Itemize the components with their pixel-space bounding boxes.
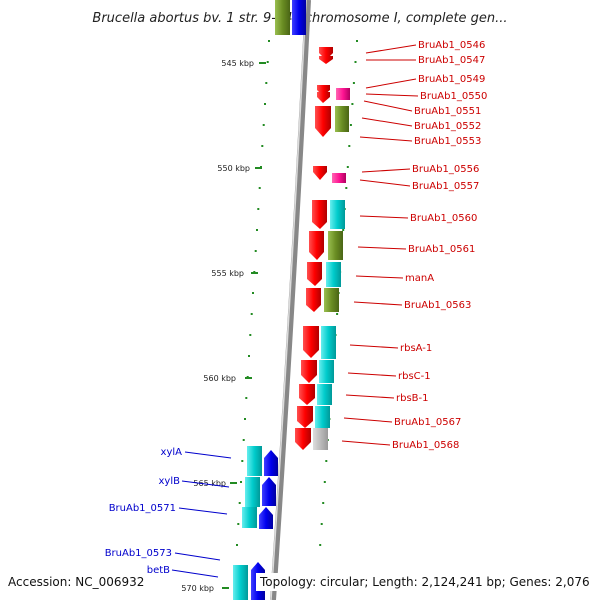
tick-565: 565 kbp [193,479,237,488]
guide-dot [242,439,245,441]
gene-label-0549[interactable]: BruAb1_0549 [418,74,485,85]
guide-dot [323,481,326,483]
gene-0563[interactable] [306,288,339,312]
gene-0560[interactable] [312,200,345,229]
gene-label-rbsA[interactable]: rbsA-1 [400,343,432,354]
guide-dot [325,460,328,462]
tick-label-550: 550 kbp [217,164,250,173]
gene-label-0551[interactable]: BruAb1_0551 [414,106,481,117]
gene-label-0563[interactable]: BruAb1_0563 [404,300,471,311]
guide-dot [257,208,260,210]
leader-lines-right [341,44,419,446]
tick-label-570: 570 kbp [181,584,214,593]
gene-label-0553[interactable]: BruAb1_0553 [414,136,481,147]
guide-dot [268,40,270,42]
gene-label-0571[interactable]: BruAb1_0571 [109,503,176,514]
gene-label-rbsC[interactable]: rbsC-1 [398,371,431,382]
gene-0571[interactable] [242,507,273,529]
guide-dot [241,460,244,462]
genome-backbone [270,0,311,600]
gene-label-xylB[interactable]: xylB [159,476,181,487]
guide-dot [250,313,253,315]
gene-0567[interactable] [297,406,330,428]
guide-dot [320,523,323,525]
gene-label-0557[interactable]: BruAb1_0557 [412,181,479,192]
accession-bg [4,573,130,591]
gene-label-0556[interactable]: BruAb1_0556 [412,164,479,175]
guide-dot [349,124,352,126]
gene-label-0552[interactable]: BruAb1_0552 [414,121,481,132]
gene-top-partial [275,0,306,35]
topology-bg [256,573,594,591]
guide-dot [356,40,358,42]
gene-label-0550[interactable]: BruAb1_0550 [420,91,487,102]
guide-dot [237,523,240,525]
genome-backbone-highlight [270,0,307,600]
gene-xylB[interactable] [245,477,276,507]
gene-label-rbsB[interactable]: rbsB-1 [396,393,429,404]
gene-rbsA[interactable] [303,326,336,359]
guide-dot [352,82,355,84]
gene-label-xylA[interactable]: xylA [161,447,183,458]
guide-dot [258,187,261,189]
gene-label-0561[interactable]: BruAb1_0561 [408,244,475,255]
leader-lines-left [171,451,232,578]
guide-dot [266,61,269,63]
guide-dot [264,103,266,105]
guide-dot [249,334,252,336]
guide-dot [319,544,322,546]
tick-label-545: 545 kbp [221,59,254,68]
tick-550: 550 kbp [217,164,262,173]
gene-0546[interactable] [319,47,333,64]
tick-570: 570 kbp [181,584,229,593]
tick-label-565: 565 kbp [193,479,226,488]
guide-dot [244,418,246,420]
guide-dot [346,166,349,168]
gene-label-0573[interactable]: BruAb1_0573 [105,548,172,559]
guide-dot [256,229,258,231]
guide-dot [322,502,325,504]
gene-label-betB[interactable]: betB [147,565,170,576]
gene-label-0546[interactable]: BruAb1_0546 [418,40,485,51]
tick-560: 560 kbp [203,374,252,383]
gene-xylA[interactable] [247,446,278,476]
accession-text: Accession: NC_006932 [8,575,144,589]
gene-manA[interactable] [307,262,341,287]
gene-label-0568[interactable]: BruAb1_0568 [392,440,459,451]
guide-dot [238,502,241,504]
guide-dot [351,103,354,105]
guide-dot [262,124,265,126]
gene-rbsB[interactable] [299,384,332,405]
guide-dot [252,292,254,294]
gene-label-manA[interactable]: manA [405,273,434,284]
guide-dot [254,250,257,252]
gene-label-0567[interactable]: BruAb1_0567 [394,417,461,428]
tick-label-560: 560 kbp [203,374,236,383]
gene-0549[interactable] [317,85,350,103]
guide-dot [354,61,357,63]
guide-dot [236,544,238,546]
tick-label-555: 555 kbp [211,269,244,278]
guide-dot [265,82,268,84]
gene-0556[interactable] [313,166,346,183]
guide-dot [345,187,348,189]
gene-rbsC[interactable] [301,360,334,383]
gene-label-0560[interactable]: BruAb1_0560 [410,213,477,224]
gene-0561[interactable] [309,231,343,260]
guide-dot [336,313,339,315]
guide-dot [348,145,351,147]
guide-dot [240,481,242,483]
tick-555: 555 kbp [211,269,258,278]
guide-dot [342,229,345,231]
gene-label-0547[interactable]: BruAb1_0547 [418,55,485,66]
gene-0551[interactable] [315,106,349,137]
guide-dot [245,397,248,399]
gene-0568[interactable] [295,428,328,450]
tick-545: 545 kbp [221,59,266,68]
guide-dot [261,145,264,147]
guide-dot [248,355,250,357]
topology-text: Topology: circular; Length: 2,124,241 bp… [259,575,590,589]
